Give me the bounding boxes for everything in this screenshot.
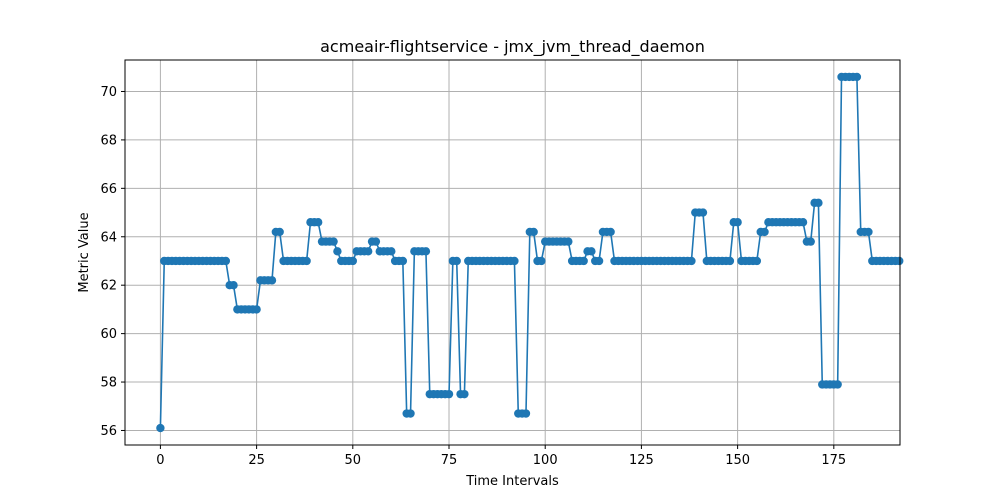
data-point <box>521 409 531 418</box>
y-tick-label: 62 <box>100 279 117 294</box>
axes-frame <box>124 59 901 446</box>
data-point <box>579 256 588 266</box>
x-tick-label: 150 <box>725 453 750 468</box>
data-point <box>406 409 415 418</box>
data-point <box>387 247 396 256</box>
y-tick-label: 56 <box>100 424 117 439</box>
data-point <box>333 247 342 256</box>
x-tick-label: 0 <box>156 453 164 468</box>
data-point <box>806 237 815 246</box>
y-axis-label: Metric Value <box>77 212 92 292</box>
data-point <box>864 227 873 237</box>
plot-area <box>125 60 900 445</box>
data-point <box>510 256 519 266</box>
x-tick-label: 175 <box>821 453 846 468</box>
data-point <box>364 247 373 256</box>
data-point <box>537 256 546 266</box>
series-layer <box>156 72 904 433</box>
data-point <box>687 256 696 266</box>
data-point <box>421 247 431 256</box>
data-point <box>275 227 284 237</box>
tick-layer: 0 25 50 75 100 125 150 175 56 58 60 62 64 66 68 70 <box>100 85 846 468</box>
data-point <box>444 389 454 399</box>
data-point <box>760 227 769 237</box>
y-tick-label: 68 <box>100 133 117 148</box>
grid-lines <box>125 60 900 445</box>
data-point <box>529 227 538 237</box>
y-tick-label: 64 <box>100 230 117 245</box>
data-point <box>833 380 842 389</box>
data-point <box>348 256 358 266</box>
x-axis-label: Time Intervals <box>465 474 559 489</box>
y-tick-label: 70 <box>100 85 117 100</box>
data-point <box>460 389 469 399</box>
data-point <box>733 218 742 227</box>
x-tick-label: 100 <box>533 453 558 468</box>
data-point <box>452 256 461 266</box>
data-point <box>698 208 708 217</box>
data-point <box>313 218 323 227</box>
data-point <box>606 227 615 237</box>
data-point <box>852 72 862 82</box>
data-point <box>267 276 277 285</box>
data-point <box>302 256 311 266</box>
data-point <box>798 218 808 227</box>
x-tick-label: 125 <box>629 453 654 468</box>
y-tick-label: 60 <box>100 327 117 342</box>
data-point <box>398 256 408 266</box>
data-point <box>564 237 573 246</box>
y-tick-label: 66 <box>100 182 117 197</box>
data-point <box>752 256 762 266</box>
data-point <box>329 237 338 246</box>
data-point <box>594 256 604 266</box>
data-point <box>156 423 165 433</box>
data-point <box>725 256 735 266</box>
data-point <box>229 280 238 290</box>
x-tick-label: 75 <box>441 453 458 468</box>
data-point <box>221 256 231 266</box>
x-tick-label: 50 <box>345 453 362 468</box>
data-point <box>371 237 381 246</box>
x-tick-label: 25 <box>248 453 265 468</box>
data-point <box>814 198 823 208</box>
data-point <box>252 305 261 314</box>
data-point <box>587 247 596 256</box>
y-tick-label: 58 <box>100 376 117 391</box>
chart-title: acmeair-flightservice - jmx_jvm_thread_d… <box>320 37 705 57</box>
data-point <box>895 256 904 266</box>
